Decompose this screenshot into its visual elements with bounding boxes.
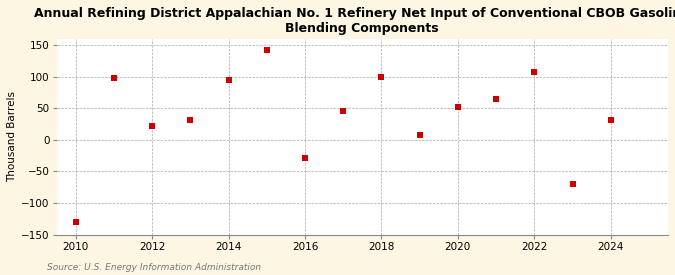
Point: [109, 76, 119, 80]
Point: [185, 117, 196, 122]
Point: [261, 47, 272, 52]
Point: [70, 220, 81, 224]
Point: [491, 97, 502, 101]
Point: [146, 124, 157, 128]
Point: [300, 155, 310, 160]
Title: Annual Refining District Appalachian No. 1 Refinery Net Input of Conventional CB: Annual Refining District Appalachian No.…: [34, 7, 675, 35]
Point: [567, 182, 578, 186]
Point: [376, 75, 387, 79]
Text: Source: U.S. Energy Information Administration: Source: U.S. Energy Information Administ…: [47, 263, 261, 272]
Point: [605, 117, 616, 122]
Point: [338, 109, 348, 114]
Point: [452, 105, 463, 109]
Point: [414, 133, 425, 137]
Point: [223, 78, 234, 82]
Point: [529, 70, 540, 74]
Y-axis label: Thousand Barrels: Thousand Barrels: [7, 91, 17, 182]
